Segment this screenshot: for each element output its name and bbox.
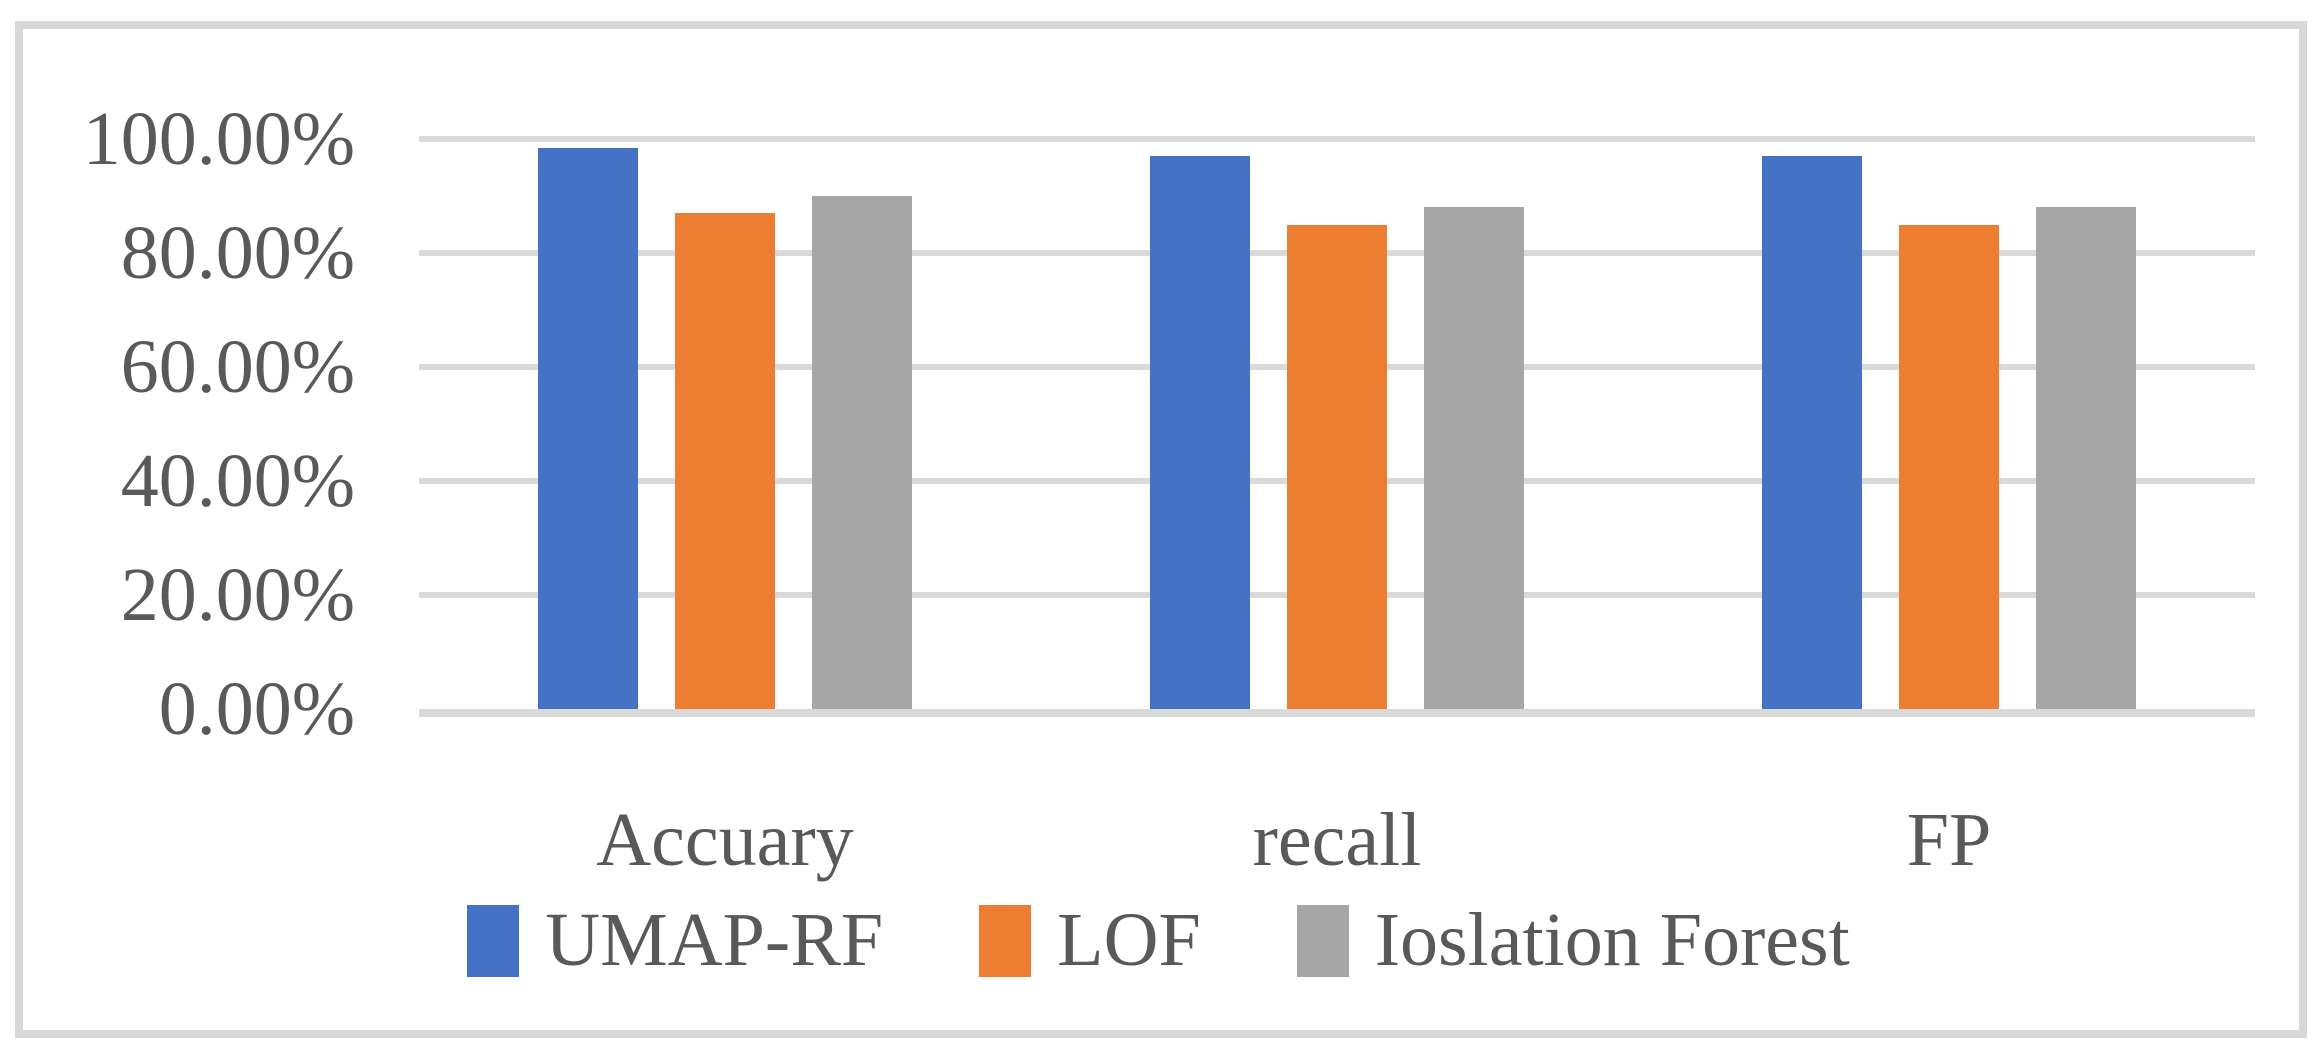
bar-ioslation-forest-fp <box>2036 207 2136 709</box>
legend-marker-umap-rf-swatch-icon <box>467 904 520 977</box>
y-axis-tick-label: 80.00% <box>120 211 355 295</box>
x-axis-category-label-fp: FP <box>1906 798 1992 882</box>
y-axis-tick-label: 40.00% <box>120 439 355 523</box>
legend-label-lof: LOF <box>1057 898 1201 982</box>
bar-ioslation-forest-accuary <box>812 196 912 709</box>
bar-ioslation-forest-recall <box>1424 207 1524 709</box>
gridline <box>419 136 2255 142</box>
bar-umap-rf-fp <box>1762 156 1862 709</box>
legend-label-ioslation-forest: Ioslation Forest <box>1374 898 1850 982</box>
bar-lof-accuary <box>675 213 775 709</box>
x-axis-line <box>419 709 2255 717</box>
y-axis-tick-label: 0.00% <box>158 667 355 751</box>
legend-item-ioslation-forest: Ioslation Forest <box>1296 893 1850 988</box>
legend-marker-lof-swatch-icon <box>979 904 1032 977</box>
legend-item-lof: LOF <box>979 893 1201 988</box>
x-axis-category-label-recall: recall <box>1252 798 1422 882</box>
bar-lof-fp <box>1899 224 1999 709</box>
legend-label-umap-rf: UMAP-RF <box>545 898 884 982</box>
y-axis-tick-label: 100.00% <box>82 97 355 181</box>
legend-marker-ioslation-forest-swatch-icon <box>1296 904 1349 977</box>
legend-item-umap-rf: UMAP-RF <box>467 893 883 988</box>
bar-lof-recall <box>1287 224 1387 709</box>
x-axis-category-label-accuary: Accuary <box>596 798 854 882</box>
bar-umap-rf-accuary <box>538 147 638 709</box>
chart-legend: UMAP-RF LOF Ioslation Forest <box>0 893 2317 988</box>
y-axis-tick-label: 60.00% <box>120 325 355 409</box>
y-axis-tick-label: 20.00% <box>120 553 355 637</box>
bar-umap-rf-recall <box>1150 156 1250 709</box>
